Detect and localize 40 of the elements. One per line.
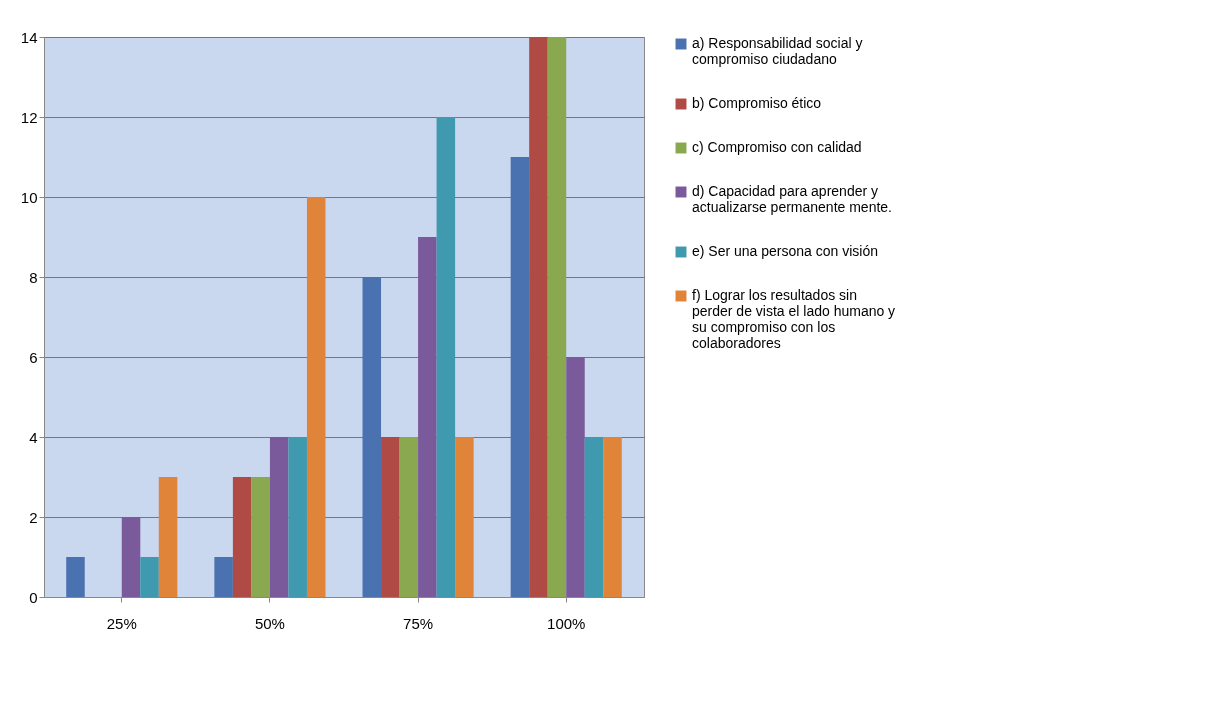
legend-label: f) Lograr los resultados sin perder de vista el lado humano y su compromiso con los colaboradores [692, 287, 896, 351]
bar [158, 477, 178, 597]
y-tick-label: 2 [29, 508, 38, 526]
legend-label: b) Compromiso ético [692, 95, 822, 111]
y-tick-label: 8 [29, 268, 38, 286]
bar [121, 517, 141, 597]
bar [269, 437, 289, 597]
bar [251, 477, 270, 597]
bar [436, 117, 456, 597]
bar [418, 237, 437, 597]
x-tick-label: 25% [106, 614, 137, 632]
bar [381, 437, 400, 597]
legend-label: e) Ser una persona con visión [692, 243, 878, 259]
y-tick-label: 12 [20, 108, 38, 126]
bar [529, 37, 548, 597]
bar [455, 437, 474, 597]
x-tick-label: 100% [547, 614, 586, 632]
y-tick-label: 0 [29, 588, 38, 606]
bar [214, 557, 233, 597]
bar [362, 277, 382, 597]
y-tick-label: 10 [20, 188, 38, 206]
y-tick-label: 6 [29, 348, 38, 366]
legend-label: d) Capacidad para aprender y actualizarse permanente mente. [692, 183, 892, 215]
bar [603, 437, 622, 597]
y-tick-label: 4 [29, 428, 38, 446]
bar [510, 157, 530, 597]
bar [566, 357, 585, 597]
bar [140, 557, 159, 597]
bar [399, 437, 419, 597]
legend-label: a) Responsabilidad social y compromiso ciudadano [692, 35, 863, 67]
bar [232, 477, 252, 597]
bar [547, 37, 567, 597]
y-tick-label: 14 [20, 28, 38, 46]
x-tick-label: 50% [254, 614, 285, 632]
x-tick-label: 75% [403, 614, 434, 632]
bar [306, 197, 326, 597]
legend-label: c) Compromiso con calidad [692, 139, 862, 155]
bar [288, 437, 307, 597]
bar [66, 557, 85, 597]
bar [584, 437, 604, 597]
